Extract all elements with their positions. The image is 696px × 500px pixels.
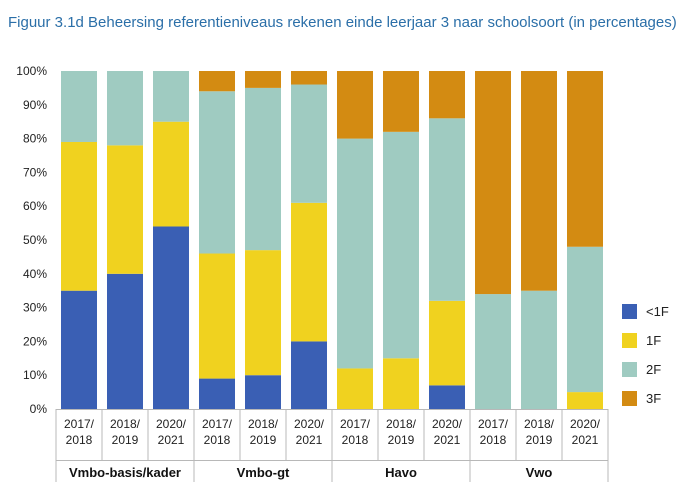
bar-segment	[199, 91, 235, 254]
bar-segment	[107, 273, 143, 409]
y-tick-label: 10%	[23, 368, 47, 382]
x-tick-label: 2017/	[478, 417, 509, 431]
bar-segment	[429, 118, 465, 301]
bar-segment	[61, 290, 97, 409]
legend-swatch	[622, 304, 637, 319]
x-tick-label: 2017/	[340, 417, 371, 431]
bar-segment	[291, 71, 327, 85]
y-tick-label: 0%	[30, 402, 48, 416]
x-tick-label: 2019	[112, 433, 139, 447]
x-tick-label: 2020/	[294, 417, 325, 431]
x-tick-label: 2018	[66, 433, 93, 447]
bar-segment	[383, 358, 419, 409]
group-label: Havo	[385, 465, 417, 480]
bar-segment	[567, 71, 603, 247]
x-tick-label: 2020/	[432, 417, 463, 431]
bar-segment	[199, 378, 235, 409]
bar-segment	[567, 246, 603, 393]
legend-label: 3F	[646, 391, 661, 406]
x-tick-label: 2021	[572, 433, 599, 447]
legend-label: 2F	[646, 362, 661, 377]
legend-label: <1F	[646, 304, 669, 319]
bar-segment	[383, 131, 419, 359]
bar-segment	[61, 141, 97, 291]
group-label: Vmbo-gt	[237, 465, 290, 480]
bar-segment	[291, 341, 327, 409]
bar-segment	[107, 145, 143, 274]
x-tick-label: 2020/	[570, 417, 601, 431]
y-tick-label: 50%	[23, 233, 47, 247]
bar-segment	[199, 71, 235, 92]
x-tick-label: 2019	[526, 433, 553, 447]
legend-label: 1F	[646, 333, 661, 348]
legend-swatch	[622, 391, 637, 406]
bar-segment	[153, 226, 189, 409]
x-tick-label: 2018/	[248, 417, 279, 431]
bar-segment	[337, 71, 373, 139]
x-tick-label: 2021	[434, 433, 461, 447]
bar-segment	[429, 300, 465, 386]
x-tick-label: 2018/	[386, 417, 417, 431]
bar-segment	[521, 71, 557, 291]
chart-title: Figuur 3.1d Beheersing referentieniveaus…	[8, 14, 677, 31]
y-tick-label: 40%	[23, 267, 47, 281]
x-tick-label: 2021	[158, 433, 185, 447]
bar-segment	[475, 71, 511, 295]
bar-segment	[245, 87, 281, 251]
legend-item: 3F	[622, 391, 661, 406]
x-tick-label: 2019	[388, 433, 415, 447]
bar-segment	[337, 138, 373, 369]
legend-item: 2F	[622, 362, 661, 377]
x-tick-label: 2021	[296, 433, 323, 447]
bar-segment	[245, 250, 281, 376]
bar-segment	[475, 294, 511, 409]
group-label: Vmbo-basis/kader	[69, 465, 181, 480]
bar-segment	[521, 290, 557, 409]
bar-segment	[199, 253, 235, 379]
y-tick-label: 100%	[16, 64, 47, 78]
bar-segment	[245, 71, 281, 88]
y-tick-label: 90%	[23, 98, 47, 112]
bar-segment	[291, 84, 327, 203]
bar-segment	[61, 71, 97, 142]
x-tick-label: 2017/	[64, 417, 95, 431]
y-tick-label: 60%	[23, 199, 47, 213]
bar-segment	[107, 71, 143, 146]
legend: <1F 1F 2F 3F	[622, 304, 669, 406]
legend-swatch	[622, 362, 637, 377]
bar-segment	[429, 71, 465, 119]
bar-segment	[153, 121, 189, 227]
bar-segment	[245, 375, 281, 409]
legend-item: <1F	[622, 304, 669, 319]
x-tick-label: 2017/	[202, 417, 233, 431]
y-tick-label: 20%	[23, 334, 47, 348]
x-tick-label: 2018	[342, 433, 369, 447]
bar-segment	[383, 71, 419, 132]
y-tick-label: 30%	[23, 301, 47, 315]
x-tick-label: 2018/	[524, 417, 555, 431]
x-tick-label: 2020/	[156, 417, 187, 431]
bar-segment	[429, 385, 465, 409]
x-tick-label: 2018	[204, 433, 231, 447]
x-tick-label: 2019	[250, 433, 277, 447]
bar-segment	[153, 71, 189, 122]
x-tick-label: 2018	[480, 433, 507, 447]
bar-segment	[337, 368, 373, 409]
bar-segment	[291, 202, 327, 342]
legend-item: 1F	[622, 333, 661, 348]
bar-segment	[567, 392, 603, 409]
y-tick-label: 70%	[23, 165, 47, 179]
legend-swatch	[622, 333, 637, 348]
y-tick-label: 80%	[23, 132, 47, 146]
plot-area: 0% 10% 20% 30% 40% 50% 60% 70% 80% 90% 100% 2017/20…	[16, 64, 609, 482]
x-tick-label: 2018/	[110, 417, 141, 431]
group-label: Vwo	[526, 465, 553, 480]
